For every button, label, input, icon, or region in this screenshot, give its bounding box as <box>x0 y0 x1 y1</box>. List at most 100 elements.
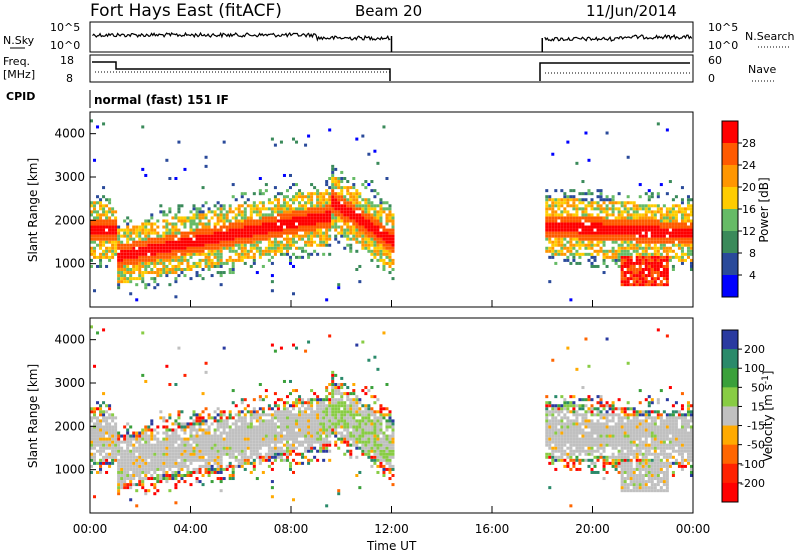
power-cell <box>328 201 332 205</box>
velocity-cell <box>171 431 175 435</box>
power-cell <box>189 249 193 253</box>
power-cell <box>153 264 157 268</box>
velocity-cell <box>346 425 350 429</box>
power-cell <box>337 183 341 187</box>
power-cell <box>659 237 663 241</box>
power-cell <box>388 246 392 250</box>
power-cell <box>123 264 127 268</box>
nave-tick-high: 60 <box>708 54 722 67</box>
power-cell <box>611 258 615 262</box>
velocity-cell <box>385 455 389 459</box>
power-cell <box>566 249 570 253</box>
power-cell <box>376 234 380 238</box>
power-cell <box>641 255 645 259</box>
velocity-cell <box>545 401 549 405</box>
velocity-cell <box>189 461 193 465</box>
velocity-cell <box>340 416 344 420</box>
velocity-cell <box>310 407 314 411</box>
velocity-cell <box>132 474 136 477</box>
velocity-cell <box>138 437 142 441</box>
velocity-cell <box>292 425 296 429</box>
velocity-cell <box>234 431 238 435</box>
velocity-cell <box>240 461 244 465</box>
power-cell <box>207 258 211 262</box>
velocity-cell <box>301 419 305 423</box>
power-cell <box>313 225 317 229</box>
velocity-cell <box>288 443 292 447</box>
power-cell <box>153 240 157 244</box>
velocity-cell <box>349 431 353 435</box>
power-cell <box>361 225 365 229</box>
power-cell <box>617 231 621 235</box>
velocity-cell <box>252 413 256 417</box>
velocity-cell <box>219 431 223 435</box>
power-cell <box>334 216 338 220</box>
velocity-cell <box>219 443 223 447</box>
velocity-cell <box>213 470 217 474</box>
velocity-cell <box>391 425 395 429</box>
power-cell <box>171 225 175 229</box>
power-cell <box>391 243 395 247</box>
power-cell <box>174 222 178 226</box>
power-cell <box>352 186 356 190</box>
velocity-cell <box>132 467 136 471</box>
power-cell <box>668 237 672 241</box>
velocity-cell <box>135 489 139 493</box>
power-cell <box>334 192 338 196</box>
power-cell <box>228 243 232 247</box>
colorbar-tick-label: 16 <box>742 203 756 216</box>
power-cell <box>364 213 368 217</box>
power-cell <box>340 216 344 220</box>
power-cell <box>177 240 181 244</box>
power-cell <box>99 255 103 259</box>
velocity-cell <box>343 407 347 411</box>
power-cell <box>123 280 127 284</box>
velocity-cell <box>138 483 142 487</box>
power-cell <box>144 268 148 271</box>
velocity-cell <box>587 422 591 426</box>
power-cell <box>258 249 262 253</box>
power-cell <box>276 210 280 214</box>
velocity-cell <box>246 428 250 432</box>
velocity-cell <box>255 477 259 481</box>
power-cell <box>147 255 151 259</box>
velocity-cell <box>349 422 353 426</box>
power-cell <box>168 271 172 275</box>
velocity-cell <box>349 407 353 411</box>
velocity-cell <box>99 470 103 474</box>
freq-trace <box>92 61 391 81</box>
velocity-cell <box>343 425 347 429</box>
power-cell <box>282 210 286 214</box>
velocity-cell <box>328 404 332 408</box>
power-cell <box>644 192 648 196</box>
velocity-cell <box>572 401 576 405</box>
power-cell <box>331 201 335 205</box>
velocity-cell <box>279 413 283 417</box>
power-cell <box>662 240 666 244</box>
power-cell <box>246 240 250 244</box>
velocity-cell <box>210 464 214 468</box>
power-cell <box>117 261 121 265</box>
power-cell <box>551 207 555 211</box>
power-cell <box>566 234 570 238</box>
power-cell <box>653 219 657 223</box>
power-cell <box>171 234 175 238</box>
velocity-cell <box>99 431 103 435</box>
power-cell <box>301 225 305 229</box>
power-cell <box>295 195 299 199</box>
power-cell <box>355 249 359 253</box>
velocity-cell <box>150 477 154 481</box>
velocity-cell <box>391 474 395 477</box>
power-cell <box>364 180 368 184</box>
velocity-cell <box>545 395 549 399</box>
power-cell <box>554 219 558 223</box>
power-cell <box>385 246 389 250</box>
power-cell <box>144 246 148 250</box>
power-cell <box>614 207 618 211</box>
power-cell <box>391 249 395 253</box>
velocity-cell <box>213 461 217 465</box>
power-cell <box>689 213 693 217</box>
power-cell <box>325 192 329 196</box>
velocity-cell <box>192 425 196 429</box>
power-cell <box>198 219 202 223</box>
